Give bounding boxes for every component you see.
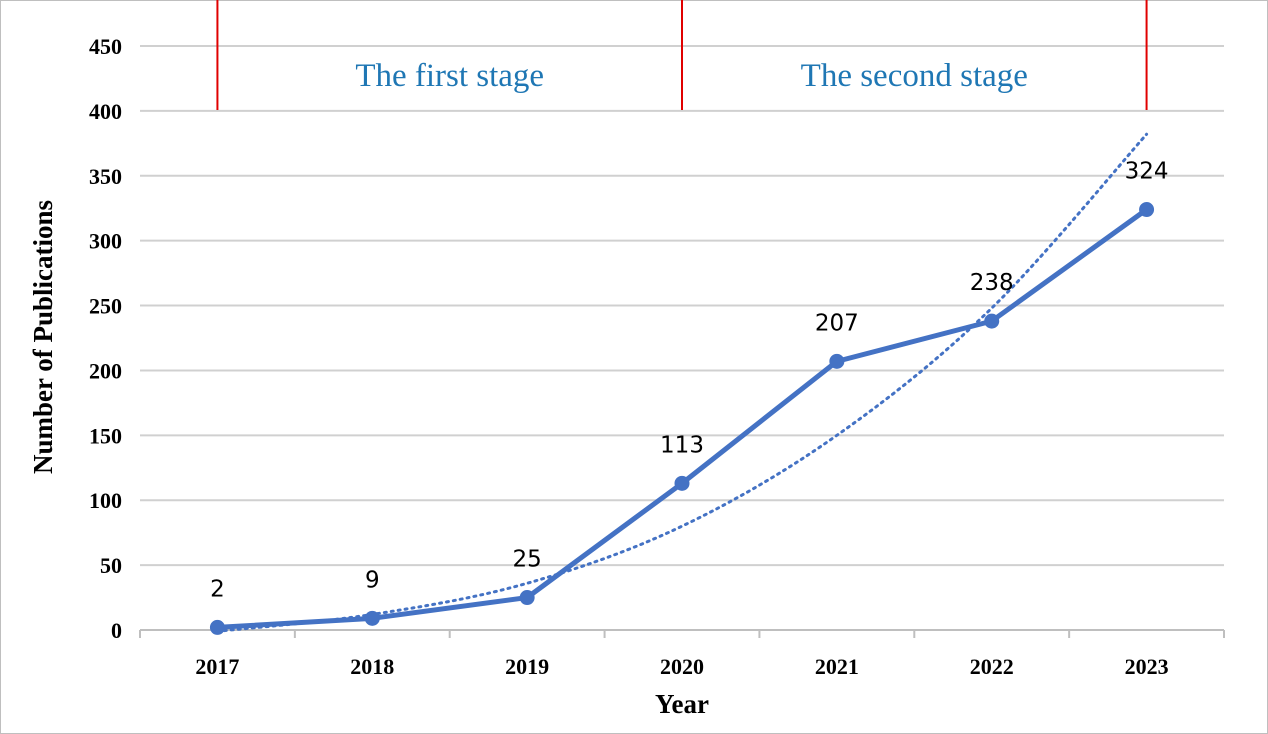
x-tick-2023: 2023 [1125, 654, 1169, 679]
x-tick-2017: 2017 [195, 654, 239, 679]
data-label-2018: 9 [365, 567, 380, 593]
y-tick-450: 450 [89, 34, 122, 59]
stage-label-1: The first stage [355, 58, 544, 94]
y-axis-title: Number of Publications [28, 200, 58, 474]
stage-annotations: The first stage The second stage [216, 0, 1148, 110]
trendline [215, 132, 1149, 633]
data-point-2019 [519, 590, 535, 606]
y-tick-50: 50 [100, 553, 122, 578]
y-tick-150: 150 [89, 423, 122, 448]
data-point-2022 [984, 313, 1000, 329]
data-label-2019: 25 [513, 547, 542, 573]
x-axis-title: Year [655, 689, 709, 719]
x-tick-2018: 2018 [350, 654, 394, 679]
data-label-2022: 238 [970, 270, 1014, 296]
data-label-2017: 2 [210, 576, 225, 602]
data-point-2021 [829, 353, 845, 369]
x-axis: 2017 2018 2019 2020 2021 2022 2023 [139, 629, 1225, 679]
stage-label-2: The second stage [801, 58, 1028, 94]
y-tick-250: 250 [89, 294, 122, 319]
y-tick-200: 200 [89, 358, 122, 383]
data-label-2020: 113 [660, 432, 704, 458]
data-point-2023 [1139, 202, 1155, 218]
data-point-2017 [209, 619, 225, 635]
x-tick-2019: 2019 [505, 654, 549, 679]
data-point-2020 [674, 475, 690, 491]
data-label-2023: 324 [1125, 159, 1169, 185]
data-label-2021: 207 [815, 310, 859, 336]
y-tick-100: 100 [89, 488, 122, 513]
y-axis-ticks: 0 50 100 150 200 250 300 350 400 450 [89, 34, 122, 643]
y-tick-350: 350 [89, 164, 122, 189]
y-tick-400: 400 [89, 99, 122, 124]
y-tick-300: 300 [89, 229, 122, 254]
data-point-2018 [364, 610, 380, 626]
x-tick-2021: 2021 [815, 654, 859, 679]
y-tick-0: 0 [111, 618, 122, 643]
data-labels: 2 9 25 113 207 238 324 [210, 159, 1168, 603]
series-layer [209, 132, 1155, 635]
x-tick-2020: 2020 [660, 654, 704, 679]
x-tick-2022: 2022 [970, 654, 1014, 679]
